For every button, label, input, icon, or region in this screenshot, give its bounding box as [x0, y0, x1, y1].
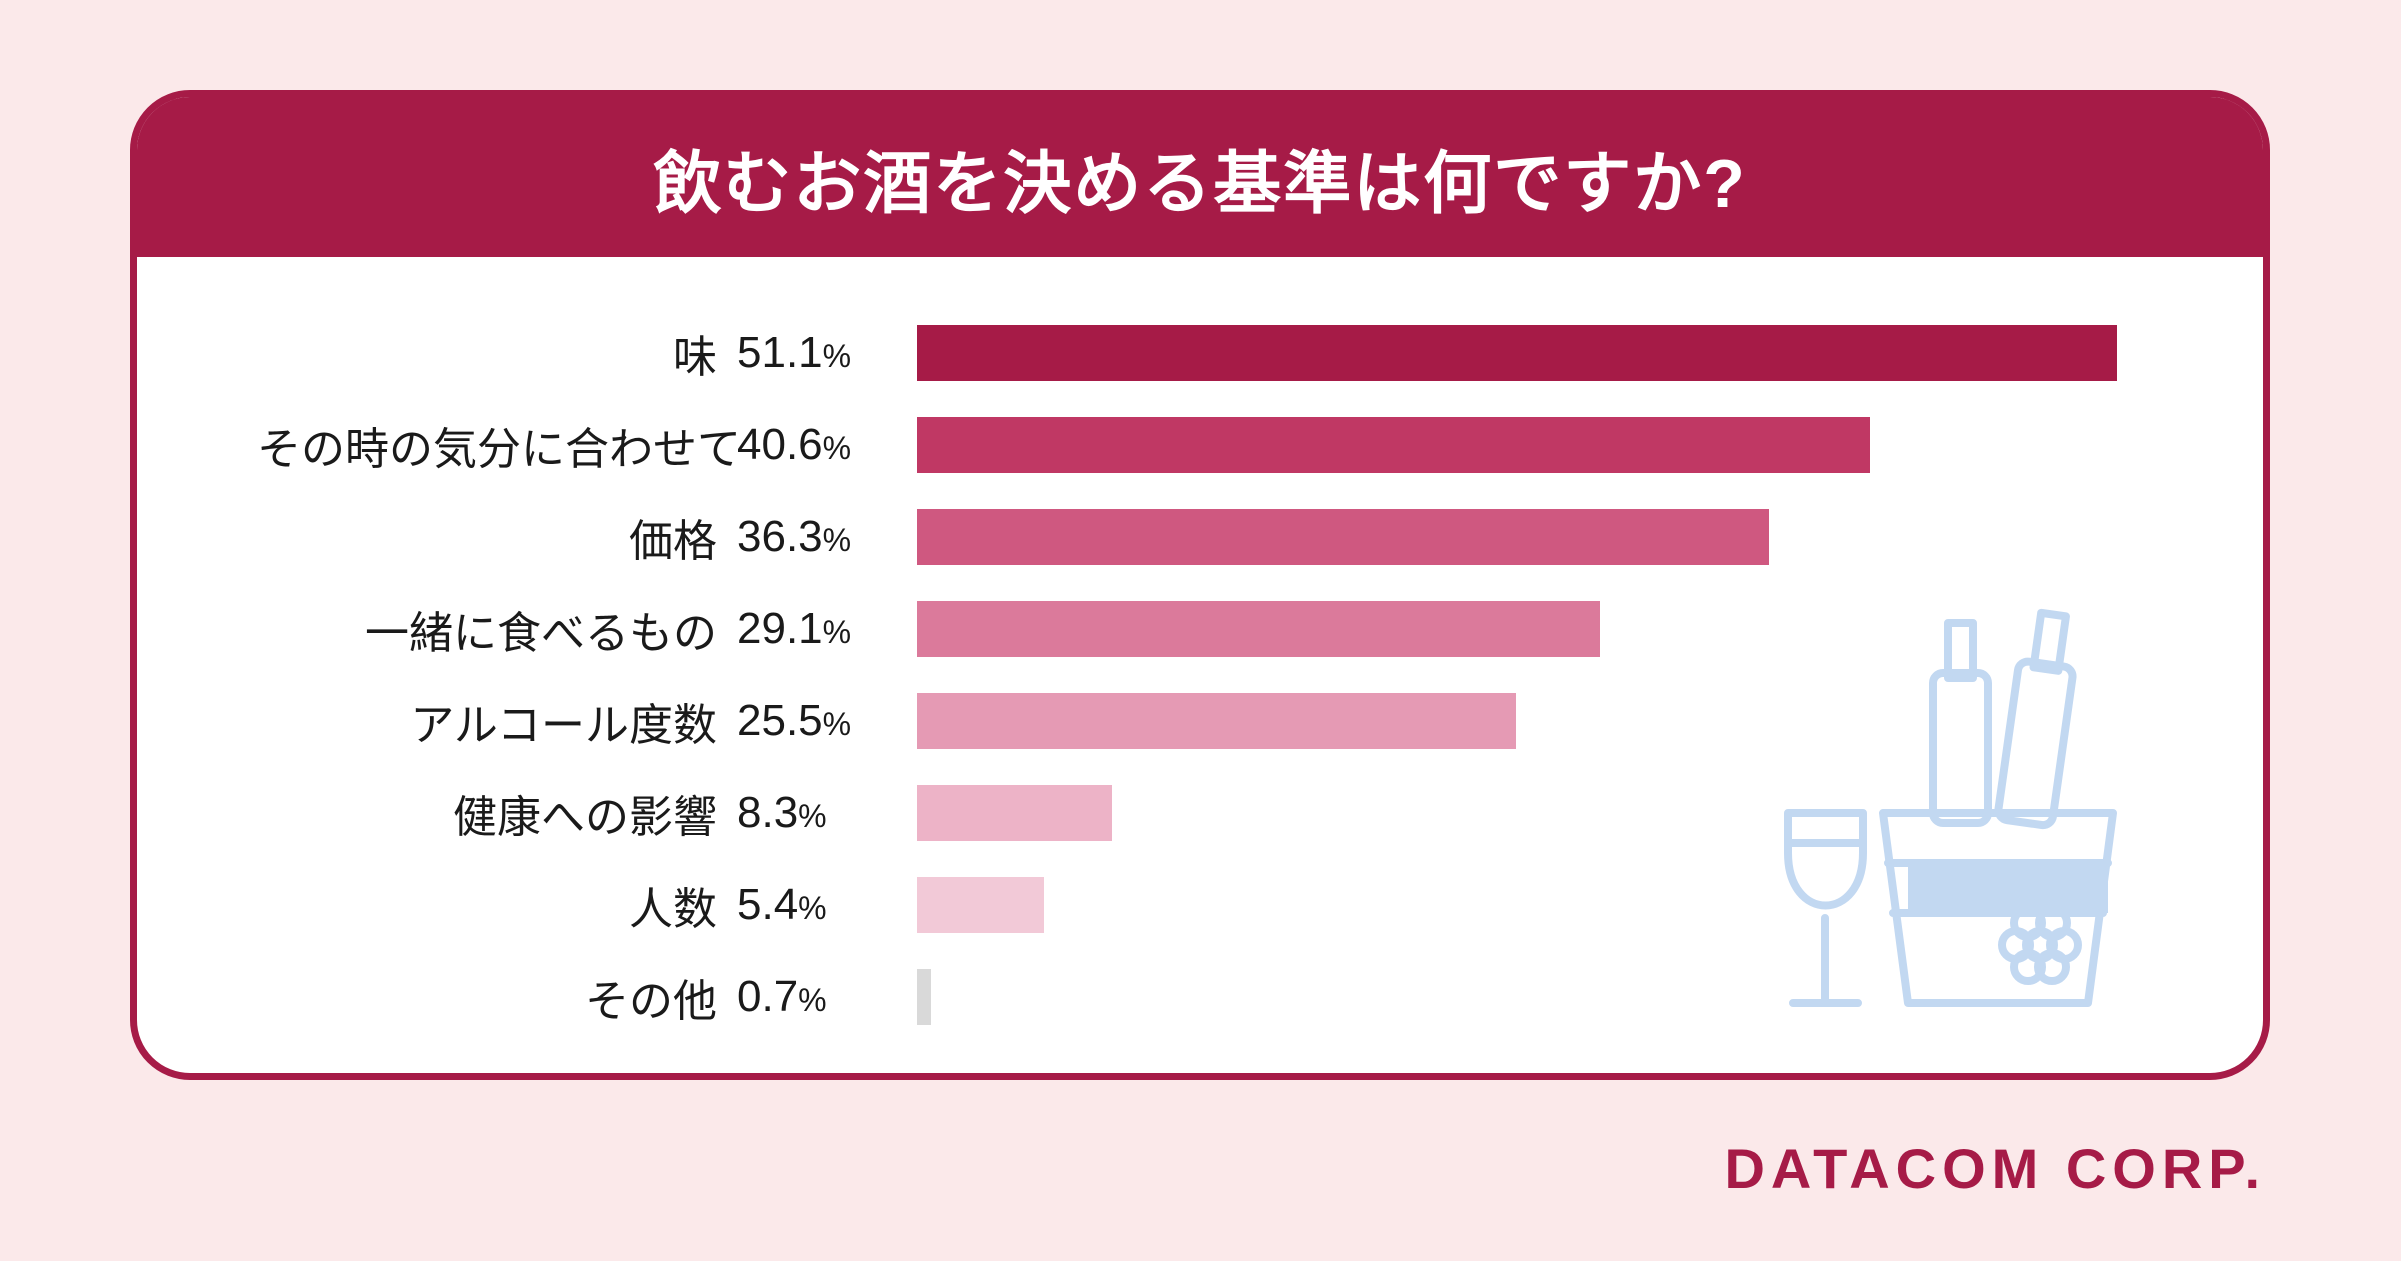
footer-brand: DATACOM CORP.: [1724, 1136, 2266, 1201]
wine-bucket-icon: [1743, 583, 2193, 1033]
bar-track: [917, 325, 2143, 381]
bar-fill: [917, 969, 931, 1025]
bar-label: 一緒に食べるもの: [257, 597, 737, 661]
bar-fill: [917, 509, 1769, 565]
bar-fill: [917, 417, 1870, 473]
bar-value: 25.5%: [737, 696, 917, 746]
chart-title: 飲むお酒を決める基準は何ですか?: [653, 128, 1747, 227]
bar-value: 51.1%: [737, 328, 917, 378]
bar-fill: [917, 325, 2117, 381]
bar-value: 8.3%: [737, 788, 917, 838]
bar-fill: [917, 693, 1516, 749]
bar-fill: [917, 877, 1044, 933]
bar-label: 人数: [257, 873, 737, 937]
bar-label: 健康への影響: [257, 781, 737, 845]
bar-fill: [917, 601, 1600, 657]
bar-row: その時の気分に合わせて40.6%: [257, 399, 2143, 491]
bar-label: 価格: [257, 505, 737, 569]
bar-value: 0.7%: [737, 972, 917, 1022]
bar-row: 価格36.3%: [257, 491, 2143, 583]
bar-fill: [917, 785, 1112, 841]
bar-value: 5.4%: [737, 880, 917, 930]
bar-row: 味51.1%: [257, 307, 2143, 399]
bar-value: 40.6%: [737, 420, 917, 470]
bar-label: 味: [257, 321, 737, 385]
title-bar: 飲むお酒を決める基準は何ですか?: [137, 97, 2263, 257]
bar-label: その他: [257, 965, 737, 1029]
bar-value: 36.3%: [737, 512, 917, 562]
chart-card: 飲むお酒を決める基準は何ですか? 味51.1%その時の気分に合わせて40.6%価…: [130, 90, 2270, 1080]
bar-track: [917, 509, 2143, 565]
bar-label: アルコール度数: [257, 689, 737, 753]
bar-track: [917, 417, 2143, 473]
bar-value: 29.1%: [737, 604, 917, 654]
bar-label: その時の気分に合わせて: [257, 413, 737, 477]
